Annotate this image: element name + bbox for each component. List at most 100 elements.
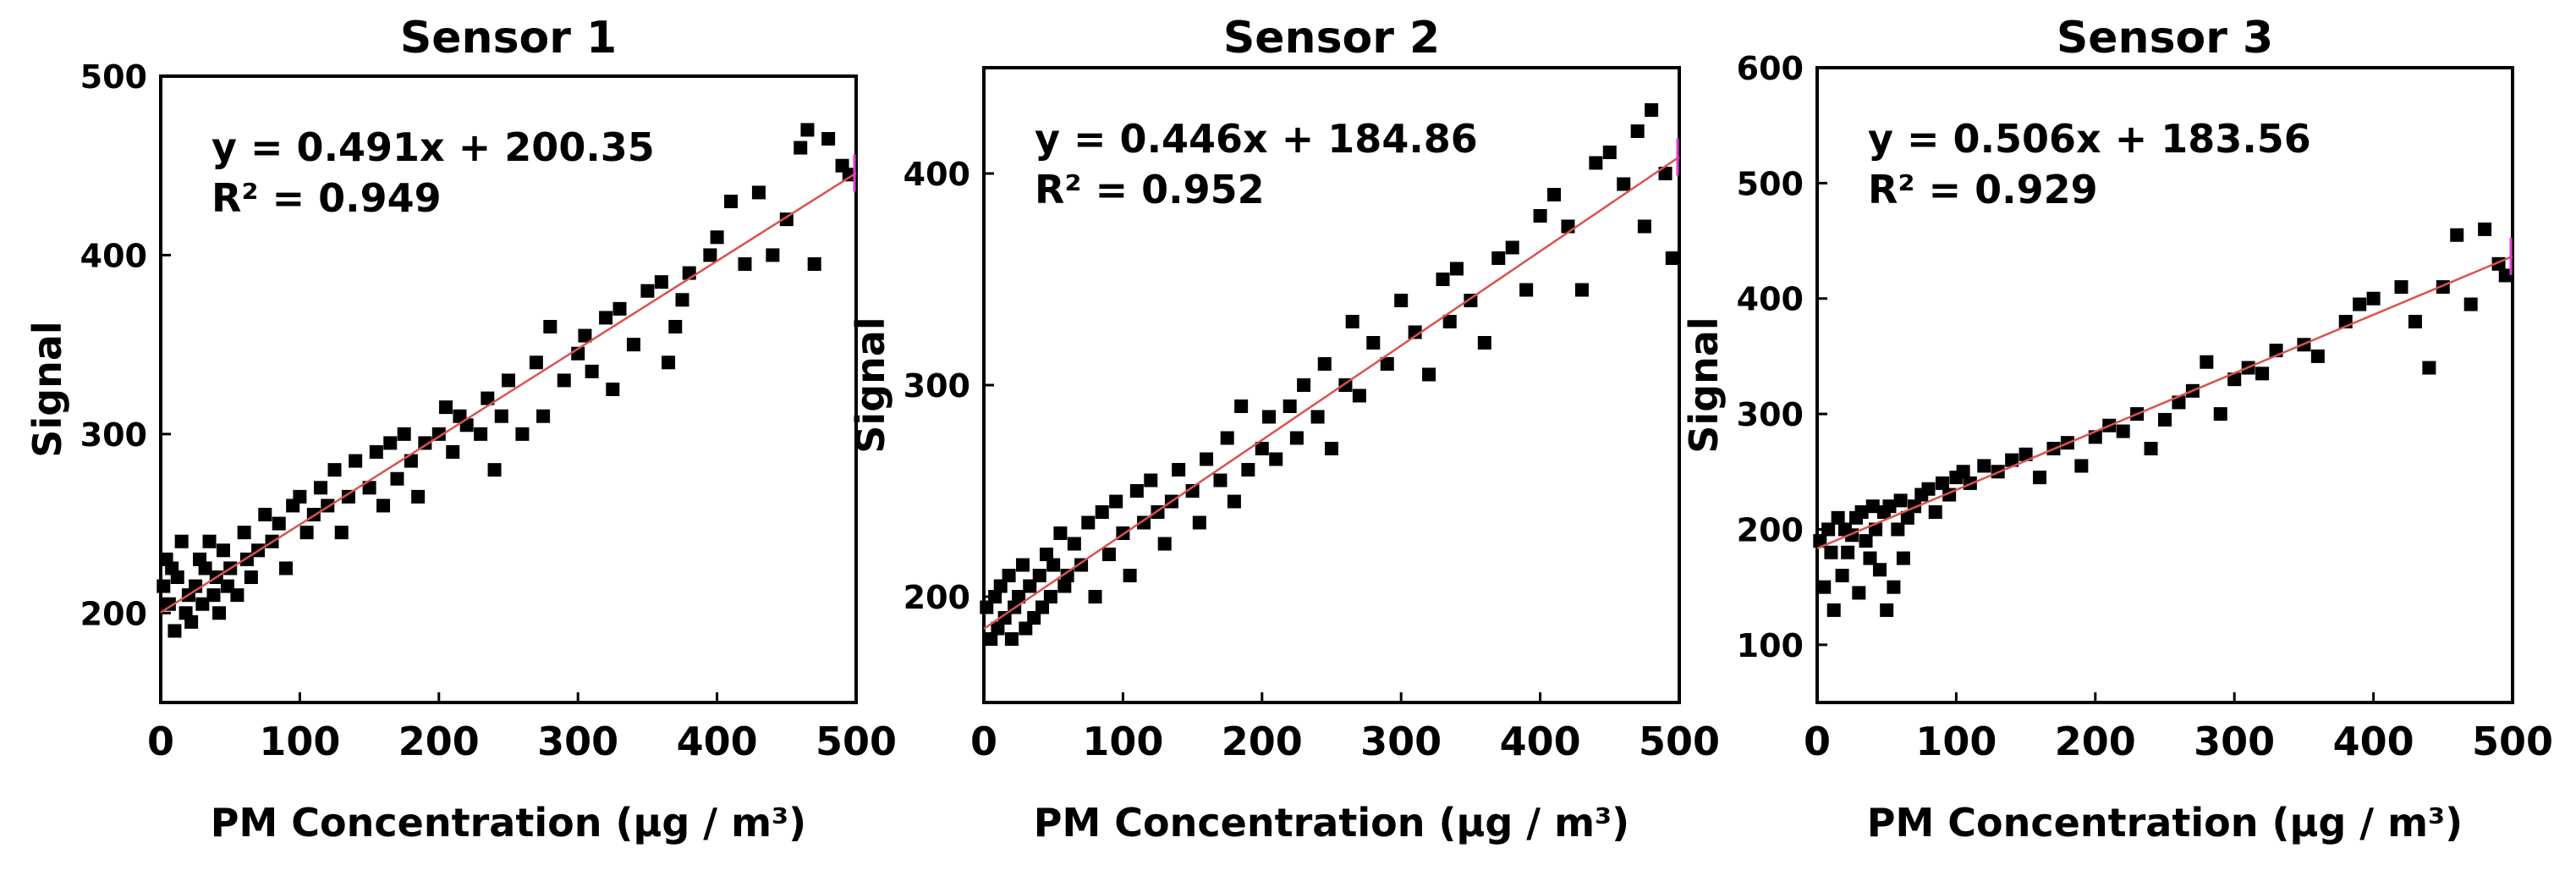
data-point [1220,431,1234,445]
y-tick-label: 600 [1737,50,1804,87]
data-point [800,123,815,137]
data-point [1046,558,1061,572]
data-point [606,383,620,396]
data-point [1835,569,1849,582]
data-point [640,284,655,298]
data-point [2394,280,2408,295]
data-point [162,597,176,611]
x-tick-label: 0 [147,719,174,764]
data-point [1101,548,1116,561]
x-tick-label: 400 [677,719,758,764]
data-point [1129,484,1144,498]
data-point [2116,424,2130,438]
r-squared: R² = 0.952 [1035,167,1265,212]
y-axis-label: Signal [1681,317,1727,453]
data-point [2422,361,2436,375]
data-point [2353,297,2367,311]
data-point [1630,124,1645,138]
data-point [212,606,227,620]
data-point [502,373,515,388]
data-point [1893,493,1908,508]
data-point [1172,463,1186,477]
data-point [626,338,640,352]
data-point [383,436,398,450]
data-point [314,481,328,495]
data-point [724,195,739,208]
data-point [1345,315,1359,328]
data-point [170,570,184,584]
data-point [1053,526,1068,540]
x-tick-label: 200 [1222,719,1303,764]
data-point [487,463,502,477]
x-tick-label: 500 [1639,719,1720,764]
y-tick-label: 400 [904,156,970,193]
data-point [1039,548,1053,561]
data-point [1241,463,1255,477]
x-axis-label: PM Concentration (μg / m³) [1867,800,2463,846]
data-point [1882,499,1897,514]
r-squared: R² = 0.949 [211,175,442,221]
data-point [299,526,314,540]
data-point [174,534,189,548]
data-point [2310,349,2325,363]
data-point [1928,505,1942,519]
data-point [2498,268,2513,283]
y-tick-label: 400 [80,237,147,274]
data-point [494,409,508,423]
data-point [474,427,488,441]
data-point [1137,515,1151,530]
plot-frame [1815,66,2514,704]
x-tick-label: 300 [1360,719,1442,764]
data-point [362,481,376,495]
data-point [397,427,411,441]
data-point [2408,315,2422,328]
sensor-3-panel: Sensor 3 0 100 200 300 400 500 100 200 300 400 500 6… [1681,13,2553,846]
data-point [1436,273,1450,286]
data-point [1831,510,1845,525]
y-axis-label: Signal [848,317,893,453]
chart-title: Sensor 3 [2057,13,2273,63]
data-point [1380,357,1394,371]
data-point [612,301,627,316]
data-point [668,320,683,333]
data-point [1234,399,1249,413]
sensor-2-panel: Sensor 2 0 100 200 300 400 500 200 300 400 PM Conc… [848,13,1720,846]
data-point [1589,156,1603,170]
data-point [334,526,349,540]
data-point [1157,537,1172,551]
data-point [1352,388,1366,403]
data-point [794,140,808,155]
data-point [1956,465,1970,479]
data-point [1813,534,1827,548]
data-point [1645,103,1659,117]
data-point [997,611,1012,625]
data-point [2366,291,2381,306]
data-point [1896,551,1910,565]
data-point [766,248,780,262]
data-point [1617,177,1631,191]
data-point [1035,600,1050,614]
data-point [189,579,203,593]
data-point [2158,412,2172,427]
data-point [1422,367,1436,382]
data-point [991,621,1005,636]
data-point [1192,515,1206,530]
data-point [2033,471,2047,485]
data-point [662,355,676,370]
data-point [195,597,210,611]
data-point [184,614,199,629]
data-point [1081,515,1096,530]
data-point [1262,410,1277,424]
data-point [842,168,856,182]
data-point [1852,586,1866,600]
data-point [2144,442,2158,455]
data-point [1088,590,1102,603]
data-point [1491,251,1506,265]
data-point [1921,482,1936,496]
trendline [1816,255,2513,550]
data-point [1310,410,1325,424]
data-point [1366,336,1381,350]
data-point [198,561,212,576]
data-point [1824,545,1838,559]
data-point [2227,372,2242,387]
